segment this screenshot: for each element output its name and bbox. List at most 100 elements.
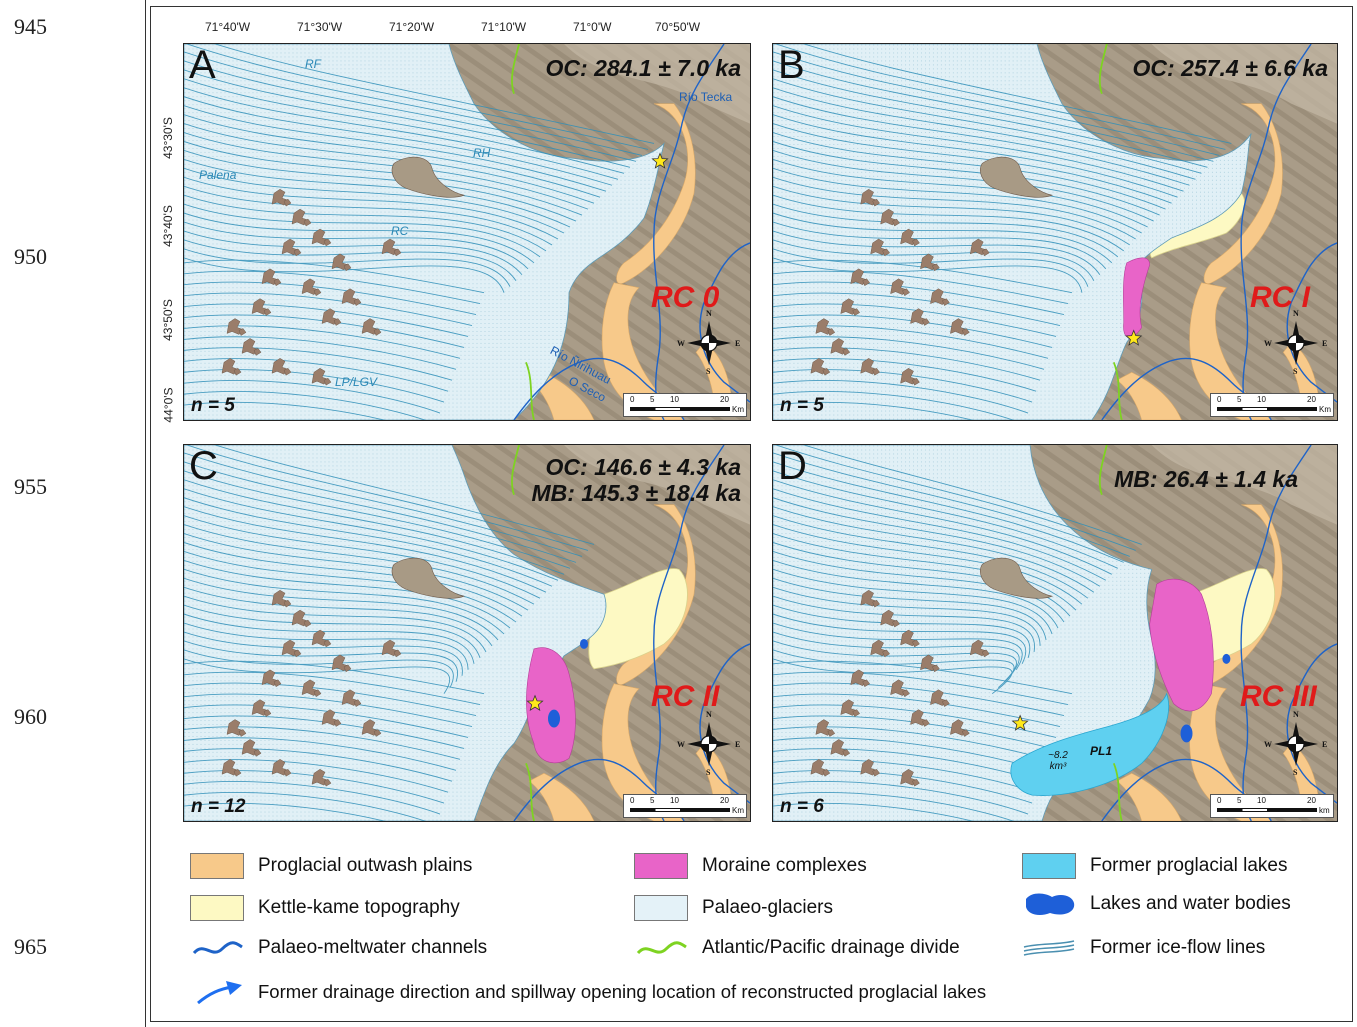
scale-tick: 20: [720, 395, 729, 404]
lake-label-pl1: PL1: [1090, 744, 1113, 758]
scale-bar-graphic: [630, 407, 730, 411]
latitude-label: 43°50'S: [160, 299, 175, 341]
date-line: MB: 145.3 ± 18.4 ka: [531, 480, 741, 506]
compass-n: N: [706, 309, 712, 318]
legend-label: Palaeo-meltwater channels: [258, 937, 488, 958]
compass-n: N: [1293, 309, 1299, 318]
legend-kettle-kame: Kettle-kame topography: [190, 895, 460, 921]
compass-e: E: [1322, 339, 1328, 348]
scale-tick: 10: [1257, 796, 1266, 805]
lake-volume-label: ~8.2 km³: [1038, 750, 1078, 772]
scale-unit: Km: [1319, 405, 1331, 414]
sample-count: n = 5: [780, 395, 824, 416]
latitude-label: 43°30'S: [160, 117, 175, 159]
water-body: [1180, 724, 1193, 743]
panel-letter: B: [778, 43, 805, 87]
swatch-moraine: [634, 853, 688, 879]
sample-count: n = 12: [191, 796, 246, 817]
river-label-tecka: Río Tecka: [679, 90, 733, 104]
scale-tick: 0: [630, 395, 635, 404]
scale-tick: 0: [630, 796, 635, 805]
swatch-outwash: [190, 853, 244, 879]
stage-label: RC 0: [651, 281, 720, 314]
nunataks: [810, 188, 990, 386]
scale-tick: 10: [1257, 395, 1266, 404]
longitude-label: 71°20'W: [389, 20, 435, 34]
drainage-divide: [511, 445, 535, 821]
legend-label: Former proglacial lakes: [1090, 855, 1288, 876]
island: [391, 156, 466, 198]
scale-unit: Km: [732, 806, 744, 815]
map-label-rf: RF: [305, 57, 321, 71]
scale-bar-graphic: [1217, 407, 1317, 411]
legend-proglacial-lakes: Former proglacial lakes: [1022, 853, 1287, 879]
legend-label: Former drainage direction and spillway o…: [258, 981, 987, 1002]
date-line: OC: 257.4 ± 6.6 ka: [1132, 55, 1328, 81]
map-panel-d: [772, 444, 1338, 822]
compass-icon: N S W E: [677, 309, 740, 376]
date-line: MB: 26.4 ± 1.4 ka: [1114, 466, 1298, 492]
figure-frame: [150, 6, 1353, 1022]
compass-w: W: [1264, 740, 1272, 749]
margin-rule: [145, 0, 146, 1027]
compass-w: W: [1264, 339, 1272, 348]
outwash-plain: [1203, 103, 1283, 285]
legend-label: Former ice-flow lines: [1090, 937, 1266, 958]
legend-lakes: Lakes and water bodies: [1022, 891, 1291, 917]
panel-letter: D: [778, 444, 807, 488]
line-number: 955: [14, 474, 47, 499]
legend-label: Proglacial outwash plains: [258, 855, 473, 876]
outwash-plain: [601, 282, 685, 420]
drainage-divide: [1098, 445, 1123, 821]
latitude-label: 44°0'S: [161, 387, 176, 423]
line-number: 965: [14, 934, 47, 959]
panel-letter: A: [189, 43, 216, 87]
line-number: 960: [14, 704, 47, 729]
scale-tick: 0: [1217, 796, 1222, 805]
compass-icon: N S W E: [1264, 309, 1327, 376]
longitude-label: 70°50'W: [655, 20, 701, 34]
scale-bar: 0 5 10 20 Km: [1210, 393, 1334, 417]
stage-label: RC II: [651, 680, 720, 713]
island: [980, 557, 1054, 599]
terrain-highland: [1151, 44, 1337, 124]
compass-s: S: [1293, 367, 1298, 376]
map-svg: [773, 445, 1337, 821]
panel-a-overlay: A OC: 284.1 ± 7.0 ka RC 0 n = 5 RF RH Pa…: [183, 43, 751, 421]
date-line: OC: 146.6 ± 4.3 ka: [545, 454, 741, 480]
nunataks: [221, 589, 402, 787]
volume-value: ~8.2: [1048, 750, 1068, 761]
outwash-plain: [616, 103, 696, 285]
scale-tick: 5: [1237, 796, 1242, 805]
drainage-divide: [1098, 44, 1123, 420]
water-body: [548, 709, 560, 728]
drainage-arrow-icon: [197, 981, 242, 1005]
compass-n: N: [1293, 710, 1299, 719]
panel-c-overlay: C OC: 146.6 ± 4.3 ka MB: 145.3 ± 18.4 ka…: [183, 444, 751, 822]
sample-count: n = 6: [780, 796, 824, 817]
nunataks: [810, 589, 990, 787]
scale-tick: 20: [720, 796, 729, 805]
sample-star: [651, 152, 669, 169]
compass-icon: N S W E: [1264, 710, 1327, 777]
island: [391, 557, 466, 599]
scale-tick: 5: [650, 796, 655, 805]
scale-tick: 5: [650, 395, 655, 404]
panel-letter: C: [189, 444, 218, 488]
ice-flow-lines-icon: [1023, 940, 1075, 956]
map-panel-a: [183, 43, 751, 421]
stage-label: RC III: [1240, 680, 1317, 713]
sample-star: [526, 694, 544, 711]
scale-tick: 10: [670, 395, 679, 404]
sample-count: n = 5: [191, 395, 235, 416]
volume-unit: km³: [1049, 761, 1067, 772]
outwash-plain: [1189, 282, 1272, 420]
scale-tick: 0: [1217, 395, 1222, 404]
line-number: 950: [14, 244, 47, 269]
ice-flow-lines: [184, 445, 595, 821]
compass-icon: N S W E: [677, 710, 740, 777]
drainage-divide: [511, 44, 535, 420]
legend-outwash: Proglacial outwash plains: [190, 853, 472, 879]
panel-date: OC: 257.4 ± 6.6 ka: [1133, 55, 1328, 81]
map-label-palena: Palena: [199, 168, 237, 182]
